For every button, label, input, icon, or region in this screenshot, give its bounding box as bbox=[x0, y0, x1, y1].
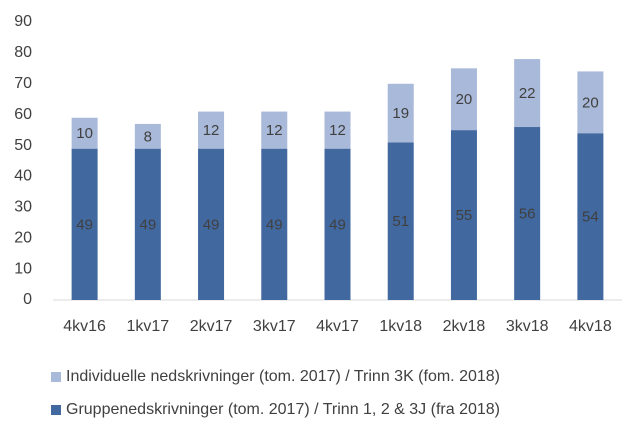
data-label: 20 bbox=[582, 94, 599, 111]
bar-segment bbox=[450, 130, 477, 300]
data-label: 55 bbox=[456, 207, 473, 224]
bar-segment bbox=[514, 127, 541, 301]
data-label: 49 bbox=[329, 216, 346, 233]
bar-segment bbox=[577, 71, 604, 134]
y-tick-label: 40 bbox=[14, 168, 32, 185]
data-label: 22 bbox=[519, 85, 536, 102]
x-tick-label: 2kv18 bbox=[443, 318, 486, 335]
legend-label: Individuelle nedskrivninger (tom. 2017) … bbox=[66, 368, 500, 385]
x-tick-label: 4kv18 bbox=[569, 318, 612, 335]
bar-segment bbox=[450, 68, 477, 131]
y-tick-label: 90 bbox=[14, 13, 32, 30]
bar-segment bbox=[324, 148, 351, 300]
bar-segment bbox=[134, 148, 161, 300]
bar-segment bbox=[387, 142, 414, 300]
y-tick-label: 80 bbox=[14, 44, 32, 61]
data-label: 56 bbox=[519, 205, 536, 222]
y-tick-label: 20 bbox=[14, 229, 32, 246]
data-label: 54 bbox=[582, 209, 599, 226]
y-tick-label: 0 bbox=[23, 291, 32, 308]
data-label: 49 bbox=[139, 216, 156, 233]
x-tick-label: 1kv17 bbox=[126, 318, 169, 335]
x-tick-label: 3kv18 bbox=[506, 318, 549, 335]
x-tick-label: 1kv18 bbox=[379, 318, 422, 335]
bar-segment bbox=[71, 148, 98, 300]
x-tick-label: 4kv17 bbox=[316, 318, 359, 335]
y-tick-label: 70 bbox=[14, 75, 32, 92]
bar-segment bbox=[261, 148, 288, 300]
y-tick-label: 30 bbox=[14, 199, 32, 216]
y-tick-label: 60 bbox=[14, 106, 32, 123]
legend-label: Gruppenedskrivninger (tom. 2017) / Trinn… bbox=[66, 401, 500, 418]
y-tick-label: 50 bbox=[14, 137, 32, 154]
bar-segment bbox=[387, 83, 414, 143]
data-label: 10 bbox=[76, 125, 93, 142]
x-tick-label: 4kv16 bbox=[63, 318, 106, 335]
x-tick-label: 3kv17 bbox=[253, 318, 296, 335]
data-label: 49 bbox=[76, 216, 93, 233]
bar-segment bbox=[577, 133, 604, 300]
data-label: 12 bbox=[266, 122, 283, 139]
bar-segment bbox=[134, 123, 161, 149]
data-label: 20 bbox=[456, 91, 473, 108]
data-label: 12 bbox=[203, 122, 220, 139]
bar-segment bbox=[514, 59, 541, 128]
legend-swatch bbox=[51, 372, 61, 382]
data-label: 12 bbox=[329, 122, 346, 139]
x-tick-label: 2kv17 bbox=[190, 318, 233, 335]
data-label: 49 bbox=[266, 216, 283, 233]
data-label: 19 bbox=[392, 105, 409, 122]
y-tick-label: 10 bbox=[14, 260, 32, 277]
legend-swatch bbox=[51, 405, 61, 415]
bar-segment bbox=[71, 117, 98, 149]
bar-segment bbox=[261, 111, 288, 149]
data-label: 8 bbox=[144, 128, 152, 145]
bar-segment bbox=[324, 111, 351, 149]
data-label: 49 bbox=[203, 216, 220, 233]
bar-segment bbox=[198, 148, 225, 300]
bar-segment bbox=[198, 111, 225, 149]
data-label: 51 bbox=[392, 213, 409, 230]
